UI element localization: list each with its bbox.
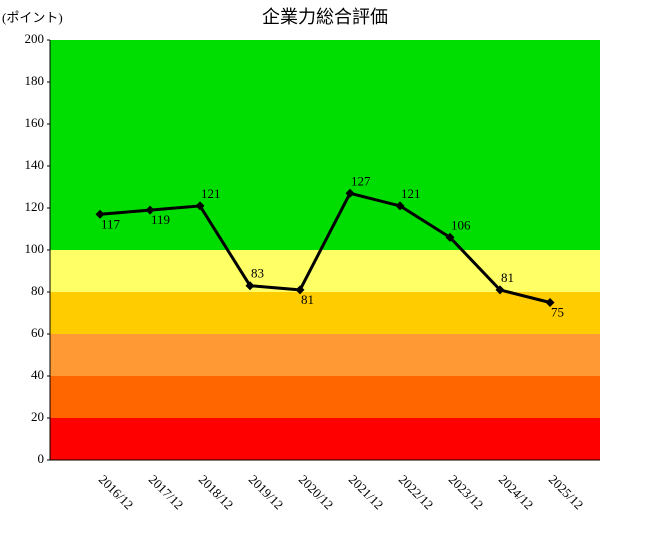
x-tick-label: 2016/12 <box>96 472 137 513</box>
data-label: 121 <box>201 186 221 201</box>
y-tick-label: 20 <box>31 409 44 424</box>
marker <box>195 201 205 211</box>
marker <box>445 232 455 242</box>
band <box>50 334 600 376</box>
marker <box>495 285 505 295</box>
y-tick-label: 120 <box>25 199 45 214</box>
marker <box>245 281 255 291</box>
x-tick-label: 2018/12 <box>196 472 237 513</box>
data-label: 106 <box>451 217 471 232</box>
band <box>50 250 600 292</box>
data-label: 119 <box>151 212 170 227</box>
x-tick-label: 2017/12 <box>146 472 187 513</box>
y-tick-label: 160 <box>25 115 45 130</box>
y-tick-label: 80 <box>31 283 44 298</box>
data-label: 127 <box>351 173 371 188</box>
y-tick-label: 0 <box>38 451 45 466</box>
data-label: 81 <box>501 270 514 285</box>
y-tick-label: 40 <box>31 367 44 382</box>
x-tick-label: 2019/12 <box>246 472 287 513</box>
marker <box>345 188 355 198</box>
y-tick-label: 100 <box>25 241 45 256</box>
data-label: 117 <box>101 216 121 231</box>
marker <box>95 209 105 219</box>
x-tick-label: 2022/12 <box>396 472 437 513</box>
y-tick-label: 140 <box>25 157 45 172</box>
x-tick-label: 2023/12 <box>446 472 487 513</box>
data-label: 121 <box>401 186 421 201</box>
band <box>50 40 600 250</box>
y-tick-label: 180 <box>25 73 45 88</box>
x-tick-label: 2025/12 <box>546 472 587 513</box>
x-tick-label: 2024/12 <box>496 472 537 513</box>
marker <box>145 205 155 215</box>
band <box>50 418 600 460</box>
band <box>50 292 600 334</box>
marker <box>395 201 405 211</box>
band <box>50 376 600 418</box>
x-tick-label: 2020/12 <box>296 472 337 513</box>
data-label: 83 <box>251 266 264 281</box>
marker <box>545 298 555 307</box>
y-axis-label: (ポイント) <box>2 10 63 25</box>
data-label: 81 <box>301 292 314 307</box>
data-line <box>99 191 551 304</box>
y-tick-label: 200 <box>25 31 45 46</box>
y-tick-label: 60 <box>31 325 44 340</box>
marker <box>295 285 305 295</box>
data-label: 75 <box>551 304 564 319</box>
x-tick-label: 2021/12 <box>346 472 387 513</box>
chart-title: 企業力総合評価 <box>262 7 388 27</box>
